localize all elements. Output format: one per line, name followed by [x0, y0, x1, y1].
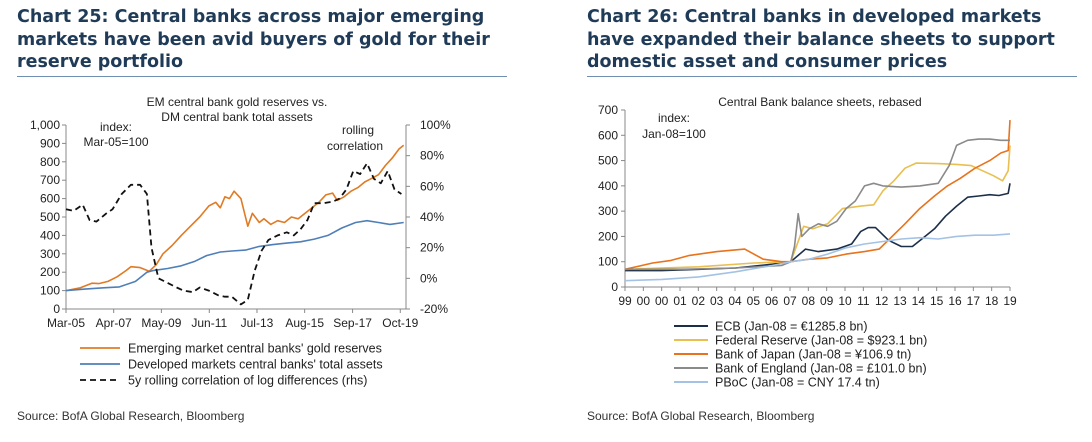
chart-26-x-tick-label: 07	[783, 294, 797, 308]
chart-25-series-line-1	[65, 144, 405, 292]
chart-25-x-tick-label: Jun-11	[191, 316, 227, 330]
chart-25-left-tick-label: 900	[40, 136, 60, 150]
chart-25-inner-title-line-1: EM central bank gold reserves vs.	[147, 95, 328, 109]
chart-26-svg: Central Bank balance sheets, rebased0100…	[598, 95, 1017, 390]
chart-26-x-tick-label: 08	[802, 294, 816, 308]
chart-26-x-tick-label: 18	[985, 294, 999, 308]
chart-26-x-tick-label: 02	[692, 294, 706, 308]
chart-25-annotation-rolling-line-2: correlation	[327, 139, 383, 153]
chart-26-inner-title: Central Bank balance sheets, rebased	[718, 95, 921, 109]
chart-25-annotation-index-line-1: index:	[100, 120, 132, 134]
chart-26-x-tick-label: 10	[838, 294, 852, 308]
chart-25-inner-title-line-2: DM central bank total assets	[161, 110, 312, 124]
chart-25-right-tick-label: -20%	[420, 302, 448, 316]
chart-26-legend-label: Bank of England (Jan-08 = £101.0 bn)	[715, 362, 927, 376]
chart-26-y-tick-label: 300	[598, 204, 618, 218]
chart-26-legend-label: Bank of Japan (Jan-08 = ¥106.9 tn)	[715, 348, 911, 362]
chart-25-left-tick-label: 1,000	[30, 118, 60, 132]
chart-26-panel: Chart 26: Central banks in developed mar…	[570, 0, 1092, 442]
chart-26-legend-label: Federal Reserve (Jan-08 = $923.1 bn)	[715, 334, 927, 348]
chart-26-y-tick-label: 700	[598, 103, 618, 117]
chart-25-left-tick-label: 300	[40, 247, 60, 261]
chart-25-right-tick-label: 20%	[420, 241, 444, 255]
chart-25-left-tick-label: 700	[40, 173, 60, 187]
chart-26-series-line-2	[624, 145, 1011, 271]
chart-25-right-tick-label: 0%	[420, 271, 438, 285]
chart-25-series-line-2	[65, 219, 404, 292]
chart-26-title: Chart 26: Central banks in developed mar…	[587, 7, 1055, 72]
chart-25-left-tick-label: 500	[40, 210, 60, 224]
chart-26-x-tick-label: 16	[948, 294, 962, 308]
chart-25-series-line-3	[65, 162, 402, 306]
chart-26-x-tick-label: 19	[1003, 294, 1017, 308]
chart-25-title: Chart 25: Central banks across major eme…	[17, 7, 490, 72]
chart-26-x-tick-label: 03	[710, 294, 724, 308]
chart-26-title-rule	[587, 76, 1077, 77]
chart-26-y-tick-label: 400	[598, 179, 618, 193]
chart-25-left-tick-label: 100	[40, 284, 60, 298]
chart-25-x-tick-label: Aug-15	[285, 316, 324, 330]
chart-25-x-tick-label: Jul-13	[241, 316, 274, 330]
chart-26-series-line-5	[624, 233, 1011, 282]
chart-26-x-tick-label: 99	[618, 294, 632, 308]
chart-26-annotation-index-line-2: Jan-08=100	[642, 127, 706, 141]
chart-26-y-tick-label: 100	[598, 255, 618, 269]
chart-25-x-tick-label: Sep-17	[333, 316, 372, 330]
chart-26-x-tick-label: 15	[930, 294, 944, 308]
chart-26-y-tick-label: 0	[611, 280, 618, 294]
chart-26-x-tick-label: 14	[912, 294, 926, 308]
chart-26-y-tick-label: 600	[598, 128, 618, 142]
chart-26-x-tick-label: 04	[728, 294, 742, 308]
chart-26-y-tick-label: 500	[598, 154, 618, 168]
chart-25-right-tick-label: 60%	[420, 179, 444, 193]
chart-25-annotation-rolling-line-1: rolling	[342, 123, 374, 137]
chart-26-x-tick-label: 11	[857, 294, 870, 308]
chart-25-right-tick-label: 100%	[420, 118, 451, 132]
chart-25-left-tick-label: 600	[40, 192, 60, 206]
chart-25-source: Source: BofA Global Research, Bloomberg	[17, 409, 245, 423]
chart-25-right-tick-label: 40%	[420, 210, 444, 224]
chart-26-legend-label: PBoC (Jan-08 = CNY 17.4 tn)	[715, 376, 880, 390]
chart-26-x-tick-label: 17	[967, 294, 981, 308]
chart-25-panel: Chart 25: Central banks across major eme…	[0, 0, 530, 442]
chart-25-right-tick-label: 80%	[420, 149, 444, 163]
chart-26-x-tick-label: 09	[820, 294, 834, 308]
chart-25-x-tick-label: Mar-05	[47, 316, 85, 330]
chart-25-legend-label: Developed markets central banks' total a…	[128, 358, 383, 372]
chart-26-source: Source: BofA Global Research, Bloomberg	[587, 409, 815, 423]
chart-25-left-tick-label: 400	[40, 228, 60, 242]
chart-25-title-rule	[17, 76, 507, 77]
chart-26-series-line-4	[625, 138, 1010, 271]
chart-26-series-line-3	[624, 120, 1011, 271]
chart-25-left-tick-label: 800	[40, 155, 60, 169]
chart-26-x-tick-label: 05	[747, 294, 761, 308]
chart-26-annotation-index-line-1: index:	[658, 111, 690, 125]
chart-26-series-line-1	[625, 183, 1011, 272]
chart-25-legend-label: Emerging market central banks' gold rese…	[128, 342, 382, 356]
chart-25-x-tick-label: May-09	[141, 316, 181, 330]
chart-26-x-tick-label: 13	[893, 294, 907, 308]
chart-26-y-tick-label: 200	[598, 229, 618, 243]
chart-26-x-tick-label: 12	[875, 294, 889, 308]
chart-26-x-tick-label: 00	[655, 294, 669, 308]
chart-25-svg: EM central bank gold reserves vs.DM cent…	[30, 95, 451, 388]
chart-26-x-tick-label: 00	[637, 294, 651, 308]
chart-26-legend-label: ECB (Jan-08 = €1285.8 bn)	[715, 320, 868, 334]
chart-25-x-tick-label: Oct-19	[382, 316, 418, 330]
chart-25-annotation-index-line-2: Mar-05=100	[83, 135, 148, 149]
chart-26-x-tick-label: 01	[673, 294, 687, 308]
chart-26-x-tick-label: 06	[765, 294, 779, 308]
chart-25-left-tick-label: 0	[53, 302, 60, 316]
chart-25-left-tick-label: 200	[40, 265, 60, 279]
chart-25-x-tick-label: Apr-07	[96, 316, 132, 330]
chart-25-legend-label: 5y rolling correlation of log difference…	[128, 374, 367, 388]
